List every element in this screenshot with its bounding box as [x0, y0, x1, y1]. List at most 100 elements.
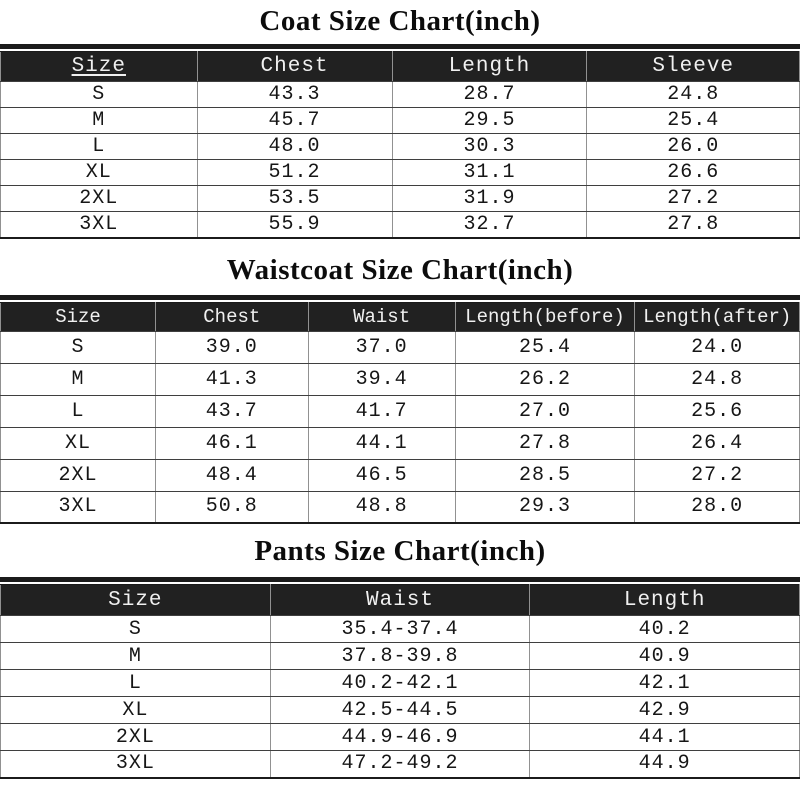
- measurement-cell: 24.0: [634, 330, 800, 364]
- measurement-cell: 44.1: [307, 426, 456, 460]
- column-header-size: Size: [0, 584, 271, 616]
- coat-table-top-border: [0, 44, 800, 49]
- table-row-xl: XL 46.1 44.1 27.8 26.4: [0, 426, 800, 460]
- measurement-cell: 26.2: [454, 362, 636, 396]
- column-header-length-before: Length(before): [454, 301, 636, 332]
- measurement-cell: 29.3: [454, 490, 636, 524]
- measurement-cell: 41.7: [307, 394, 456, 428]
- size-label-cell: S: [0, 615, 271, 643]
- table-row-l: L 43.7 41.7 27.0 25.6: [0, 394, 800, 428]
- size-label-cell: L: [0, 133, 198, 160]
- measurement-cell: 26.6: [586, 159, 800, 186]
- table-row-2xl: 2XL 44.9-46.9 44.1: [0, 723, 800, 751]
- measurement-cell: 25.6: [634, 394, 800, 428]
- column-header-length: Length: [391, 51, 588, 82]
- measurement-cell: 50.8: [155, 490, 309, 524]
- column-header-size: Size: [0, 301, 156, 332]
- measurement-cell: 42.5-44.5: [269, 696, 531, 724]
- measurement-cell: 41.3: [155, 362, 309, 396]
- measurement-cell: 27.2: [586, 185, 800, 212]
- coat-size-table: Size Chest Length Sleeve S 43.3 28.7 24.8 M 45.7 2…: [0, 51, 800, 239]
- measurement-cell: 48.8: [307, 490, 456, 524]
- measurement-cell: 24.8: [634, 362, 800, 396]
- measurement-cell: 46.1: [155, 426, 309, 460]
- table-body: S 39.0 37.0 25.4 24.0 M 41.3 39.4 26.2 24.8 L 43.7 4…: [0, 330, 800, 524]
- table-row-m: M 41.3 39.4 26.2 24.8: [0, 362, 800, 396]
- pants-chart-title: Pants Size Chart(inch): [254, 535, 546, 567]
- measurement-cell: 28.0: [634, 490, 800, 524]
- measurement-cell: 47.2-49.2: [269, 750, 531, 779]
- table-row-s: S 43.3 28.7 24.8: [0, 81, 800, 108]
- measurement-cell: 32.7: [391, 211, 588, 239]
- measurement-cell: 45.7: [196, 107, 393, 134]
- measurement-cell: 40.9: [529, 642, 800, 670]
- size-label-cell: S: [0, 81, 198, 108]
- size-label-cell: 3XL: [0, 750, 271, 779]
- size-label-cell: XL: [0, 426, 156, 460]
- measurement-cell: 26.0: [586, 133, 800, 160]
- measurement-cell: 27.8: [586, 211, 800, 239]
- table-row-s: S 39.0 37.0 25.4 24.0: [0, 330, 800, 364]
- measurement-cell: 27.8: [454, 426, 636, 460]
- column-header-length: Length: [529, 584, 800, 616]
- measurement-cell: 35.4-37.4: [269, 615, 531, 643]
- table-row-s: S 35.4-37.4 40.2: [0, 615, 800, 643]
- measurement-cell: 55.9: [196, 211, 393, 239]
- table-row-3xl: 3XL 55.9 32.7 27.8: [0, 211, 800, 239]
- measurement-cell: 42.9: [529, 696, 800, 724]
- pants-table-top-border: [0, 577, 800, 582]
- waistcoat-table-top-border: [0, 294, 800, 300]
- column-header-chest: Chest: [196, 51, 393, 82]
- table-row-l: L 40.2-42.1 42.1: [0, 669, 800, 697]
- table-row-l: L 48.0 30.3 26.0: [0, 133, 800, 160]
- size-label-cell: XL: [0, 159, 198, 186]
- size-label-cell: 2XL: [0, 458, 156, 492]
- size-label-cell: L: [0, 669, 271, 697]
- size-label-cell: 3XL: [0, 211, 198, 239]
- measurement-cell: 25.4: [586, 107, 800, 134]
- table-row-xl: XL 51.2 31.1 26.6: [0, 159, 800, 186]
- table-row-m: M 37.8-39.8 40.9: [0, 642, 800, 670]
- size-label-cell: L: [0, 394, 156, 428]
- header-row: Size Waist Length: [0, 584, 800, 616]
- measurement-cell: 53.5: [196, 185, 393, 212]
- column-header-chest: Chest: [155, 301, 309, 332]
- measurement-cell: 28.7: [391, 81, 588, 108]
- pants-size-table: Size Waist Length S 35.4-37.4 40.2 M 37.8-39.8 4…: [0, 584, 800, 779]
- measurement-cell: 40.2-42.1: [269, 669, 531, 697]
- measurement-cell: 39.4: [307, 362, 456, 396]
- size-label-cell: XL: [0, 696, 271, 724]
- size-charts-page: Coat Size Chart(inch) Size Chest Length Sle…: [0, 4, 800, 779]
- measurement-cell: 29.5: [391, 107, 588, 134]
- column-header-waist: Waist: [269, 584, 531, 616]
- coat-size-section: Coat Size Chart(inch) Size Chest Length Sle…: [0, 4, 800, 239]
- column-header-sleeve: Sleeve: [586, 51, 800, 82]
- measurement-cell: 43.7: [155, 394, 309, 428]
- measurement-cell: 48.0: [196, 133, 393, 160]
- measurement-cell: 24.8: [586, 81, 800, 108]
- measurement-cell: 25.4: [454, 330, 636, 364]
- table-body: S 43.3 28.7 24.8 M 45.7 29.5 25.4 L 48.0 30.3 26.0 X…: [0, 81, 800, 239]
- waistcoat-chart-title: Waistcoat Size Chart(inch): [226, 253, 574, 286]
- header-row: Size Chest Length Sleeve: [0, 51, 800, 82]
- table-row-2xl: 2XL 48.4 46.5 28.5 27.2: [0, 458, 800, 492]
- pants-size-section: Pants Size Chart(inch) Size Waist Length S 3…: [0, 534, 800, 779]
- size-label-cell: 2XL: [0, 185, 198, 212]
- size-label-cell: 3XL: [0, 490, 156, 524]
- header-row: Size Chest Waist Length(before) Length(after…: [0, 301, 800, 332]
- column-header-length-after: Length(after): [634, 301, 800, 332]
- column-header-waist: Waist: [307, 301, 456, 332]
- measurement-cell: 46.5: [307, 458, 456, 492]
- table-row-3xl: 3XL 47.2-49.2 44.9: [0, 750, 800, 779]
- measurement-cell: 31.9: [391, 185, 588, 212]
- table-row-3xl: 3XL 50.8 48.8 29.3 28.0: [0, 490, 800, 524]
- measurement-cell: 30.3: [391, 133, 588, 160]
- table-body: S 35.4-37.4 40.2 M 37.8-39.8 40.9 L 40.2-42.1 42…: [0, 615, 800, 779]
- size-label-cell: 2XL: [0, 723, 271, 751]
- size-label-cell: M: [0, 107, 198, 134]
- size-label-cell: M: [0, 362, 156, 396]
- coat-chart-title: Coat Size Chart(inch): [259, 5, 541, 37]
- measurement-cell: 44.9: [529, 750, 800, 779]
- measurement-cell: 43.3: [196, 81, 393, 108]
- measurement-cell: 40.2: [529, 615, 800, 643]
